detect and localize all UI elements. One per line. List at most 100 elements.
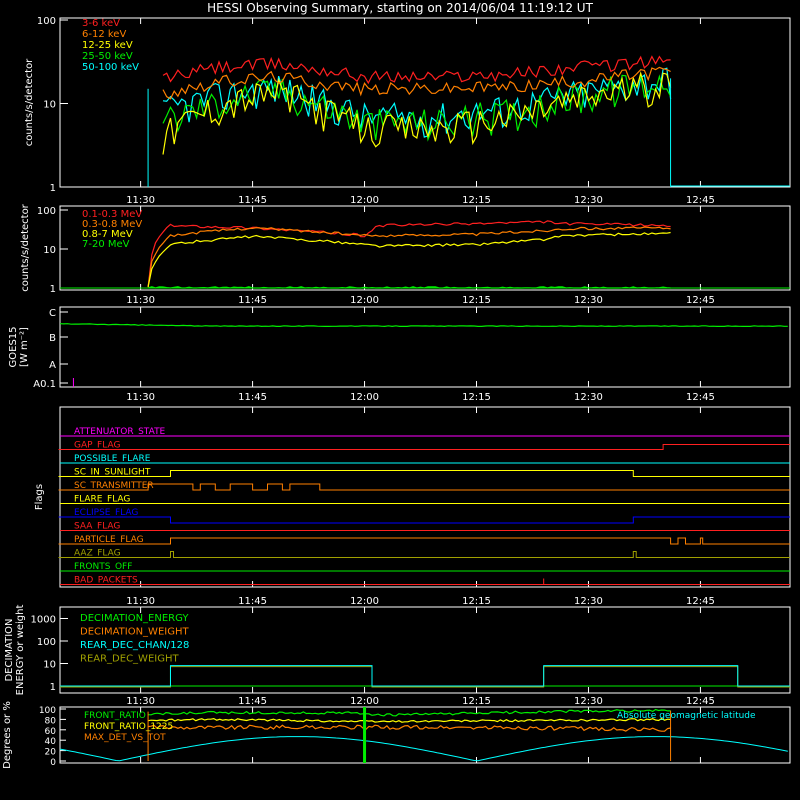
y-tick-label: 20 xyxy=(45,748,57,758)
x-tick-label: 11:30 xyxy=(126,596,155,607)
y-tick-label: 10 xyxy=(43,100,56,111)
series-line xyxy=(147,226,671,287)
x-tick-label: 12:00 xyxy=(350,696,379,707)
y-tick-label: 100 xyxy=(37,206,56,217)
panel-ratios xyxy=(59,706,791,764)
series-line xyxy=(147,220,671,288)
y-axis-label: ENERGY or weight xyxy=(15,605,26,696)
series-line xyxy=(148,708,671,717)
flag-line xyxy=(58,551,790,558)
flag-label: AAZ_FLAG xyxy=(74,549,121,559)
x-tick-label: 12:15 xyxy=(462,392,491,403)
legend-entry: 3-6 keV xyxy=(82,18,120,29)
x-tick-label: 12:00 xyxy=(350,596,379,607)
legend-entry: REAR_DEC_CHAN/128 xyxy=(80,640,189,651)
y-tick-label: 100 xyxy=(37,16,56,27)
flag-label: FRONTS_OFF xyxy=(74,562,132,572)
x-tick-label: 12:30 xyxy=(574,596,603,607)
chart-title: HESSI Observing Summary, starting on 201… xyxy=(207,1,593,15)
x-tick-label: 11:45 xyxy=(238,195,267,206)
x-tick-label: 11:30 xyxy=(126,195,155,206)
legend-entry: 0.1-0.3 MeV xyxy=(82,209,142,220)
legend-entry: DECIMATION_ENERGY xyxy=(80,613,189,624)
x-tick-label: 12:15 xyxy=(462,195,491,206)
flag-label: BAD_PACKETS xyxy=(74,576,138,586)
y-tick-label: A xyxy=(49,360,56,371)
y-tick-label: 1000 xyxy=(31,615,56,626)
y-axis-label: GOES15 xyxy=(8,326,19,367)
x-tick-label: 12:00 xyxy=(350,195,379,206)
x-tick-label: 11:30 xyxy=(126,696,155,707)
flag-line xyxy=(58,470,790,477)
series-line xyxy=(60,665,790,687)
series-line xyxy=(162,73,672,142)
series-line xyxy=(148,724,671,732)
flag-line xyxy=(58,444,790,450)
panel-flags xyxy=(59,406,791,588)
x-tick-label: 12:15 xyxy=(462,295,491,306)
x-tick-label: 12:45 xyxy=(686,295,715,306)
series-line xyxy=(59,736,788,762)
flag-label: GAP_FLAG xyxy=(74,441,120,451)
flag-line xyxy=(58,483,790,491)
legend-entry: 12-25 keV xyxy=(82,40,133,51)
panel-goes xyxy=(59,306,791,388)
x-tick-label: 11:45 xyxy=(238,392,267,403)
legend-entry: 7-20 MeV xyxy=(82,239,130,250)
x-tick-label: 11:45 xyxy=(238,596,267,607)
x-tick-label: 12:30 xyxy=(574,696,603,707)
x-tick-label: 12:00 xyxy=(350,295,379,306)
y-tick-label: 100 xyxy=(37,637,56,648)
y-axis-label: Degrees or % xyxy=(2,701,13,769)
series-line xyxy=(148,717,671,723)
flag-label: SC_TRANSMITTER xyxy=(74,481,154,491)
y-tick-label: C xyxy=(49,308,56,319)
legend-entry: Absolute geomagnetic latitude xyxy=(617,711,756,721)
flag-label: PARTICLE_FLAG xyxy=(74,535,144,545)
x-tick-label: 12:30 xyxy=(574,295,603,306)
y-tick-label: 0 xyxy=(50,758,56,768)
legend-entry: 50-100 keV xyxy=(82,62,139,73)
y-tick-label: B xyxy=(49,333,56,344)
y-tick-label: 1 xyxy=(50,284,56,295)
legend-entry: FRONT_RATIO_1225 xyxy=(84,722,173,732)
y-axis-label: [W m⁻²] xyxy=(19,327,30,367)
flag-label: SAA_FLAG xyxy=(74,522,120,532)
x-tick-label: 12:45 xyxy=(686,195,715,206)
series-line xyxy=(162,71,672,155)
panel-lightcurve-low xyxy=(59,17,791,188)
legend-entry: 0.3-0.8 MeV xyxy=(82,219,142,230)
y-tick-label: A0.1 xyxy=(33,379,56,390)
x-tick-label: 11:45 xyxy=(238,295,267,306)
x-tick-label: 11:30 xyxy=(126,392,155,403)
flag-label: FLARE_FLAG xyxy=(74,495,130,505)
legend-entry: 25-50 keV xyxy=(82,51,133,62)
y-tick-label: 10 xyxy=(43,245,56,256)
legend-entry: MAX_DET_VS_TOT xyxy=(84,733,166,743)
legend-entry: DECIMATION_WEIGHT xyxy=(80,627,189,638)
x-tick-label: 12:45 xyxy=(686,392,715,403)
legend-entry: 0.8-7 MeV xyxy=(82,229,133,240)
flag-line xyxy=(58,516,790,524)
flag-line xyxy=(58,537,790,545)
x-tick-label: 12:30 xyxy=(574,392,603,403)
x-tick-label: 12:45 xyxy=(686,596,715,607)
flag-label: POSSIBLE_FLARE xyxy=(74,454,151,464)
panel-lightcurve-high xyxy=(59,205,791,291)
x-tick-label: 11:45 xyxy=(238,696,267,707)
y-tick-label: 100 xyxy=(39,706,56,716)
flag-label: SC_IN_SUNLIGHT xyxy=(74,468,151,478)
y-tick-label: 60 xyxy=(45,727,57,737)
y-tick-label: 1 xyxy=(50,183,56,194)
x-tick-label: 12:30 xyxy=(574,195,603,206)
x-tick-label: 12:45 xyxy=(686,696,715,707)
y-tick-label: 40 xyxy=(45,737,57,747)
panel-decimation xyxy=(59,606,791,694)
series-line xyxy=(60,666,790,688)
series-line xyxy=(59,323,788,328)
y-axis-label: counts/s/detector xyxy=(24,58,35,146)
y-tick-label: 1 xyxy=(50,682,56,693)
flag-label: ECLIPSE_FLAG xyxy=(74,508,138,518)
x-tick-label: 12:15 xyxy=(462,596,491,607)
series-line xyxy=(147,231,671,288)
